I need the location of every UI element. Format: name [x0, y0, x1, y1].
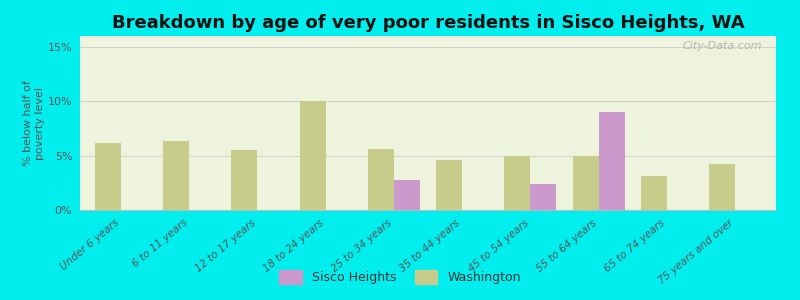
- Bar: [368, 149, 394, 210]
- Bar: [95, 142, 121, 210]
- Bar: [300, 101, 326, 210]
- Y-axis label: % below half of
poverty level: % below half of poverty level: [23, 80, 45, 166]
- Bar: [163, 142, 189, 210]
- Text: City-Data.com: City-Data.com: [682, 41, 762, 51]
- Bar: [394, 179, 420, 210]
- Bar: [436, 160, 462, 210]
- Bar: [530, 184, 556, 210]
- Bar: [505, 156, 530, 210]
- Legend: Sisco Heights, Washington: Sisco Heights, Washington: [274, 265, 526, 289]
- Title: Breakdown by age of very poor residents in Sisco Heights, WA: Breakdown by age of very poor residents …: [112, 14, 744, 32]
- Bar: [641, 176, 667, 210]
- Bar: [231, 150, 258, 210]
- Bar: [709, 164, 735, 210]
- Bar: [598, 112, 625, 210]
- Bar: [573, 156, 598, 210]
